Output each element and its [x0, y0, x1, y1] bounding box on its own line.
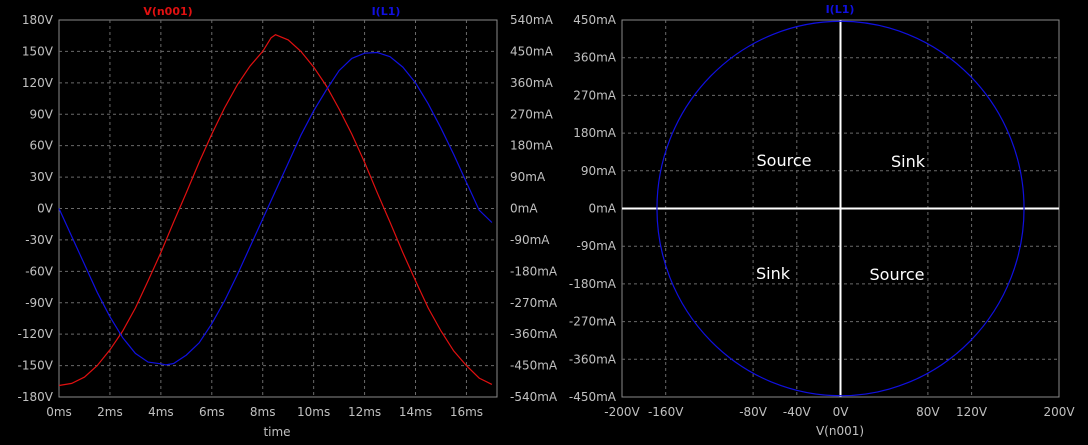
voltage-x-tick-label: -40V [783, 405, 812, 419]
voltage-x-tick-label: 120V [956, 405, 988, 419]
current-y-tick-label: -450mA [569, 390, 617, 404]
quadrant-label-bottom-right: Source [870, 265, 925, 284]
current-tick-label: 0mA [510, 202, 538, 216]
current-tick-label: 270mA [510, 107, 554, 121]
current-tick-label: -360mA [510, 327, 558, 341]
voltage-tick-label: 90V [30, 107, 54, 121]
current-tick-label: -180mA [510, 264, 558, 278]
current-y-axis-ticks: 450mA 360mA 270mA 180mA 90mA 0mA -90mA -180mA -2… [569, 13, 617, 404]
voltage-tick-label: -60V [25, 264, 54, 278]
current-y-tick-label: 180mA [573, 126, 617, 140]
legend-i-l1[interactable]: I(L1) [372, 5, 401, 18]
voltage-tick-label: -90V [25, 296, 54, 310]
voltage-tick-label: -150V [18, 359, 54, 373]
time-tick-label: 4ms [148, 405, 174, 419]
voltage-tick-label: 180V [22, 13, 54, 27]
time-tick-label: 2ms [97, 405, 123, 419]
time-domain-plot: 0ms 2ms 4ms 6ms 8ms 10ms 12ms 14ms 16ms 180V 150V… [18, 5, 558, 439]
voltage-tick-label: 60V [30, 139, 54, 153]
time-tick-label: 16ms [450, 405, 483, 419]
current-y-tick-label: 450mA [573, 13, 617, 27]
voltage-x-tick-label: 200V [1043, 405, 1075, 419]
time-tick-label: 14ms [399, 405, 432, 419]
current-tick-label: 450mA [510, 44, 554, 58]
time-plot-grid [59, 20, 497, 397]
current-y-tick-label: -180mA [569, 277, 617, 291]
current-y-tick-label: 270mA [573, 88, 617, 102]
current-y-tick-label: 0mA [588, 202, 616, 216]
current-tick-label: -270mA [510, 296, 558, 310]
voltage-tick-label: 150V [22, 44, 54, 58]
iv-plot: -200V -160V -80V -40V 0V 80V 120V 200V 450mA 360… [569, 3, 1075, 438]
iv-locus-curve[interactable] [656, 20, 1025, 397]
legend-v-n001[interactable]: V(n001) [143, 5, 192, 18]
current-tick-label: 180mA [510, 139, 554, 153]
iv-x-axis-label: V(n001) [816, 424, 864, 438]
current-y-tick-label: -90mA [577, 239, 617, 253]
voltage-x-tick-label: -80V [739, 405, 768, 419]
voltage-x-tick-label: -200V [604, 405, 640, 419]
voltage-tick-label: 0V [37, 202, 54, 216]
time-tick-label: 8ms [250, 405, 276, 419]
iv-plot-title[interactable]: I(L1) [826, 3, 855, 16]
voltage-tick-label: -120V [18, 327, 54, 341]
time-tick-label: 0ms [46, 405, 72, 419]
current-tick-label: -540mA [510, 390, 558, 404]
voltage-x-tick-label: 0V [833, 405, 850, 419]
time-tick-label: 6ms [199, 405, 225, 419]
current-tick-label: 540mA [510, 13, 554, 27]
time-tick-label: 12ms [348, 405, 381, 419]
current-y-tick-label: 90mA [581, 164, 617, 178]
quadrant-label-top-right: Sink [891, 152, 926, 171]
current-tick-label: -90mA [510, 233, 550, 247]
time-axis-label: time [263, 425, 290, 439]
voltage-x-axis-ticks: -200V -160V -80V -40V 0V 80V 120V 200V [604, 405, 1075, 419]
voltage-axis-ticks: 180V 150V 120V 90V 60V 30V 0V -30V -60V -90V -120V… [18, 13, 54, 404]
quadrant-label-bottom-left: Sink [756, 264, 791, 283]
current-tick-label: 360mA [510, 76, 554, 90]
current-tick-label: -450mA [510, 359, 558, 373]
current-tick-label: 90mA [510, 170, 546, 184]
voltage-x-tick-label: -160V [648, 405, 684, 419]
current-y-tick-label: -270mA [569, 315, 617, 329]
quadrant-label-top-left: Source [757, 151, 812, 170]
time-plot-series [58, 34, 493, 387]
current-y-tick-label: -360mA [569, 352, 617, 366]
series-line-I(L1)[interactable] [58, 51, 493, 366]
voltage-tick-label: 30V [30, 170, 54, 184]
time-tick-label: 10ms [297, 405, 330, 419]
voltage-x-tick-label: 80V [916, 405, 940, 419]
voltage-tick-label: -30V [25, 233, 54, 247]
voltage-tick-label: 120V [22, 76, 54, 90]
current-axis-ticks: 540mA 450mA 360mA 270mA 180mA 90mA 0mA -90mA -18… [510, 13, 558, 404]
time-axis-ticks: 0ms 2ms 4ms 6ms 8ms 10ms 12ms 14ms 16ms [46, 405, 483, 419]
series-line-V(n001)[interactable] [58, 34, 493, 387]
voltage-tick-label: -180V [18, 390, 54, 404]
iv-plot-series [656, 20, 1025, 397]
current-y-tick-label: 360mA [573, 51, 617, 65]
